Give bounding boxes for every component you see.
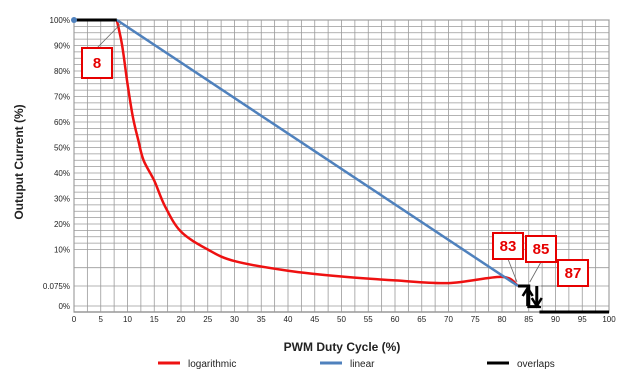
x-tick-label: 55 (364, 315, 373, 324)
y-tick-label: 100% (50, 16, 70, 25)
legend-item-logarithmic: logarithmic (158, 359, 236, 370)
y-tick-label: 0.075% (43, 282, 70, 291)
x-tick-label: 0 (72, 315, 77, 324)
series-linear (116, 18, 519, 288)
y-tick-label: 20% (54, 220, 70, 229)
series-logarithmic (115, 19, 519, 288)
x-tick-label: 25 (203, 315, 212, 324)
y-tick-label: 30% (54, 195, 70, 204)
x-tick-label: 80 (498, 315, 507, 324)
x-tick-label: 40 (284, 315, 293, 324)
x-tick-label: 85 (524, 315, 533, 324)
tick-labels: 0 5 10 15 20 25 30 35 40 45 50 55 60 65 70 75 80 85 90 95 10… (43, 16, 616, 324)
x-tick-label: 35 (257, 315, 266, 324)
callout-box (492, 232, 524, 260)
callout-85: 85 (525, 235, 557, 283)
arrow-down-head (530, 297, 543, 309)
x-tick-label: 50 (337, 315, 346, 324)
x-tick-label: 10 (123, 315, 132, 324)
callout-label: 87 (565, 265, 582, 282)
y-tick-label: 0% (58, 302, 70, 311)
legend-item-linear: linear (320, 359, 375, 370)
callout-87: 87 (541, 259, 589, 287)
x-tick-label: 5 (99, 315, 104, 324)
callout-box (81, 47, 113, 79)
start-marker (71, 17, 77, 23)
legend-label: logarithmic (188, 359, 236, 370)
callout-leader (96, 23, 121, 49)
x-tick-label: 20 (177, 315, 186, 324)
x-tick-label: 95 (578, 315, 587, 324)
y-tick-label: 10% (54, 246, 70, 255)
arrow-up-head (521, 285, 534, 297)
callout-leader (507, 258, 518, 283)
y-axis-title: Outuput Current (%) (12, 104, 26, 219)
x-tick-label: 45 (310, 315, 319, 324)
x-axis-title: PWM Duty Cycle (%) (284, 340, 401, 354)
legend: logarithmic linear overlaps (158, 359, 555, 370)
x-tick-label: 60 (391, 315, 400, 324)
y-tick-label: 60% (54, 118, 70, 127)
y-tick-label: 90% (54, 42, 70, 51)
y-tick-label: 50% (54, 144, 70, 153)
x-tick-label: 75 (471, 315, 480, 324)
legend-item-overlaps: overlaps (487, 359, 555, 370)
callout-box (525, 235, 557, 263)
y-tick-label: 80% (54, 67, 70, 76)
annotations: 8 83 85 87 (81, 23, 589, 287)
x-tick-label: 70 (444, 315, 453, 324)
callout-label: 8 (93, 55, 101, 72)
legend-label: linear (350, 359, 375, 370)
y-tick-label: 70% (54, 93, 70, 102)
x-tick-label: 15 (150, 315, 159, 324)
callout-83: 83 (492, 232, 524, 283)
x-tick-label: 65 (417, 315, 426, 324)
grid (73, 19, 610, 313)
callout-label: 85 (533, 241, 550, 258)
callout-leader (529, 261, 542, 283)
y-tick-label: 40% (54, 169, 70, 178)
series (71, 17, 609, 314)
x-tick-label: 90 (551, 315, 560, 324)
callout-box (557, 259, 589, 287)
x-tick-label: 100 (602, 315, 616, 324)
callout-label: 83 (500, 238, 517, 255)
callout-8: 8 (81, 23, 121, 79)
series-overlaps-segment (518, 284, 541, 309)
legend-label: overlaps (517, 359, 555, 370)
x-tick-label: 30 (230, 315, 239, 324)
